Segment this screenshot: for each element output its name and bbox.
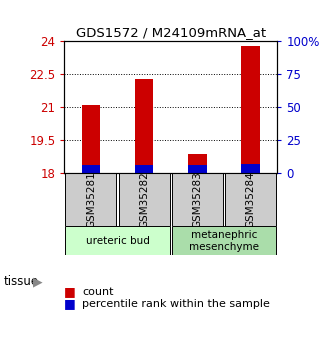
Bar [82, 165, 100, 174]
Text: GSM35282: GSM35282 [139, 171, 149, 228]
Text: percentile rank within the sample: percentile rank within the sample [82, 299, 270, 308]
Text: ureteric bud: ureteric bud [85, 236, 149, 246]
Text: ■: ■ [64, 297, 76, 310]
Text: ■: ■ [64, 285, 76, 298]
Bar [172, 174, 223, 226]
Text: metanephric
mesenchyme: metanephric mesenchyme [189, 230, 259, 252]
Bar [188, 165, 207, 174]
Text: ▶: ▶ [33, 275, 43, 288]
Bar [172, 226, 276, 255]
Bar [241, 164, 260, 174]
Bar [135, 165, 153, 174]
Bar [65, 174, 116, 226]
Bar [65, 226, 170, 255]
Bar [188, 154, 207, 174]
Bar [135, 79, 153, 174]
Bar [225, 174, 276, 226]
Text: GSM35281: GSM35281 [86, 171, 96, 228]
Bar [241, 46, 260, 174]
Bar [118, 174, 170, 226]
Text: GSM35284: GSM35284 [246, 171, 256, 228]
Text: GSM35283: GSM35283 [192, 171, 202, 228]
Text: count: count [82, 287, 114, 296]
Title: GDS1572 / M24109mRNA_at: GDS1572 / M24109mRNA_at [76, 26, 266, 39]
Bar [82, 105, 100, 174]
Text: tissue: tissue [3, 275, 38, 288]
